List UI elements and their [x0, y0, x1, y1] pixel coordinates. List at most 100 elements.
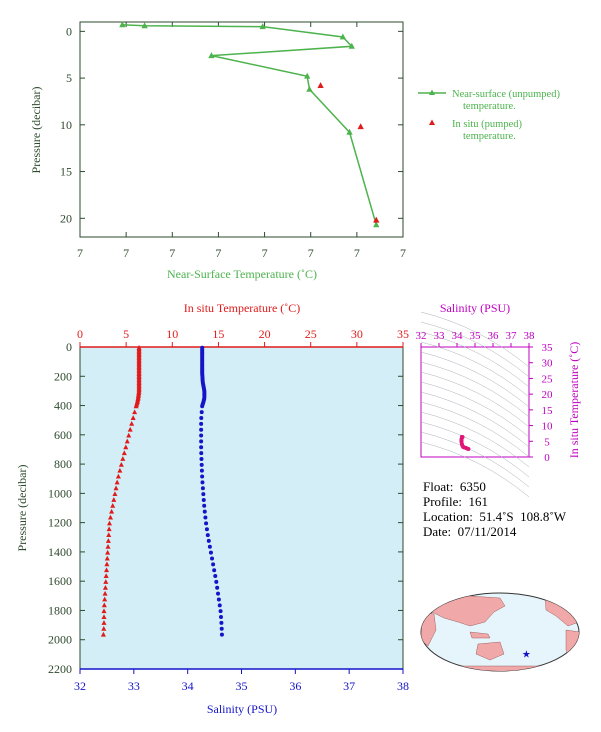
insitu-temperature-point — [103, 573, 109, 579]
salinity-point — [199, 456, 204, 461]
ts-temperature-tick-label: 5 — [544, 436, 550, 448]
near-surface-x-tick-label: 7 — [169, 246, 175, 260]
near-surface-plot-frame — [79, 21, 404, 238]
near-surface-y-tick-label: 10 — [60, 118, 72, 132]
near-surface-x-tick-label: 7 — [123, 246, 129, 260]
density-contour — [420, 341, 530, 398]
map-asia — [429, 595, 506, 627]
legend-near-surface-label-2: temperature. — [463, 101, 516, 112]
insitu-temperature-point — [133, 403, 139, 409]
ts-temperature-tick-label: 15 — [542, 405, 554, 417]
salinity-point — [215, 585, 220, 590]
legend-insitu-label-2: temperature. — [463, 131, 516, 142]
temperature-tick-label: 20 — [259, 327, 271, 341]
insitu-temperature-point — [102, 590, 108, 596]
insitu-temperature-point — [117, 467, 123, 473]
density-contour — [420, 441, 530, 498]
insitu-temperature-point — [113, 485, 119, 491]
salinity-point — [204, 521, 209, 526]
insitu-temperature-point — [130, 415, 136, 420]
salinity-point — [200, 480, 205, 485]
float-location: Location: 51.4˚S 108.8˚W — [423, 509, 566, 524]
salinity-point — [204, 527, 209, 532]
near-surface-x-tick-label: 7 — [354, 246, 360, 260]
insitu-temperature-point — [373, 216, 380, 223]
salinity-point — [200, 486, 205, 491]
temperature-tick-label: 0 — [77, 327, 83, 341]
near-surface-y-tick-label: 15 — [60, 165, 72, 179]
insitu-temperature-point — [101, 602, 107, 608]
profile-y-axis-label: Pressure (decibar) — [15, 465, 29, 552]
near-surface-x-tick-label: 7 — [308, 246, 314, 260]
pressure-tick-label: 1400 — [48, 545, 72, 559]
salinity-point — [199, 410, 204, 415]
salinity-point — [213, 574, 218, 579]
ts-salinity-tick-label: 36 — [488, 330, 500, 342]
pressure-tick-label: 1000 — [48, 486, 72, 500]
near-surface-x-tick-label: 7 — [262, 246, 268, 260]
density-contour — [420, 411, 530, 468]
temperature-tick-label: 10 — [166, 327, 178, 341]
near-surface-temperature-point — [306, 85, 313, 92]
density-contour — [420, 401, 530, 458]
near-surface-chart: 7 7 7 7 7 7 7 7 0 5 10 15 20 Near-Surface Temperatur… — [29, 21, 560, 281]
insitu-temperature-point — [101, 608, 107, 614]
density-contour — [420, 381, 530, 438]
ts-temperature-tick-label: 20 — [542, 389, 554, 401]
insitu-temperature-point — [101, 614, 107, 620]
density-contour — [420, 321, 530, 378]
ts-temperature-tick-label: 30 — [542, 358, 554, 370]
insitu-temperature-point — [106, 532, 112, 538]
salinity-point — [199, 451, 204, 456]
ts-point — [466, 447, 471, 451]
salinity-point — [199, 427, 204, 432]
salinity-tick-label: 32 — [74, 679, 86, 693]
salinity-point — [216, 591, 221, 596]
insitu-temperature-point — [317, 82, 324, 89]
pressure-tick-label: 800 — [54, 457, 72, 471]
insitu-temperature-point — [121, 450, 127, 456]
salinity-point — [216, 597, 221, 602]
profile-date: Date: 07/11/2014 — [423, 524, 517, 539]
salinity-point — [214, 579, 219, 584]
profile-plot-area — [79, 346, 404, 670]
insitu-temperature-point — [123, 444, 129, 450]
salinity-point — [205, 533, 210, 538]
salinity-point — [217, 603, 222, 608]
density-contour — [420, 311, 530, 368]
ts-series — [459, 435, 471, 451]
insitu-temperature-point — [109, 508, 115, 514]
salinity-point — [219, 632, 224, 637]
salinity-point — [199, 468, 204, 473]
insitu-temperature-point — [118, 462, 124, 467]
ts-temperature-axis-label: In situ Temperature (˚C) — [567, 342, 581, 459]
pressure-tick-label: 400 — [54, 399, 72, 413]
temperature-tick-label: 25 — [305, 327, 317, 341]
density-contour — [420, 361, 530, 418]
insitu-temperature-point — [103, 579, 109, 584]
salinity-tick-label: 34 — [182, 679, 194, 693]
near-surface-temperature-point — [346, 128, 353, 135]
insitu-temperature-point — [105, 538, 111, 543]
insitu-temperature-point — [102, 596, 108, 602]
salinity-point — [199, 415, 204, 420]
insitu-temperature-point — [111, 497, 117, 502]
ts-salinity-tick-label: 33 — [434, 330, 446, 342]
insitu-temperature-point — [105, 549, 111, 555]
map-australia — [475, 641, 505, 661]
salinity-point — [218, 609, 223, 614]
ts-diagram: 32 33 34 35 36 37 38 0 5 10 15 20 25 30 35 Salinity (P… — [416, 301, 581, 498]
insitu-temperature-point — [132, 409, 138, 415]
insitu-temperature-point — [104, 555, 110, 561]
near-surface-temperature-point — [304, 72, 311, 79]
pressure-tick-label: 1200 — [48, 516, 72, 530]
insitu-temperature-point — [127, 426, 133, 432]
salinity-point — [208, 550, 213, 555]
ts-salinity-tick-label: 35 — [470, 330, 482, 342]
salinity-point — [207, 544, 212, 549]
near-surface-x-axis-label: Near-Surface Temperature (˚C) — [167, 267, 317, 281]
salinity-point — [219, 620, 224, 625]
salinity-point — [211, 562, 216, 567]
temperature-tick-label: 15 — [212, 327, 224, 341]
